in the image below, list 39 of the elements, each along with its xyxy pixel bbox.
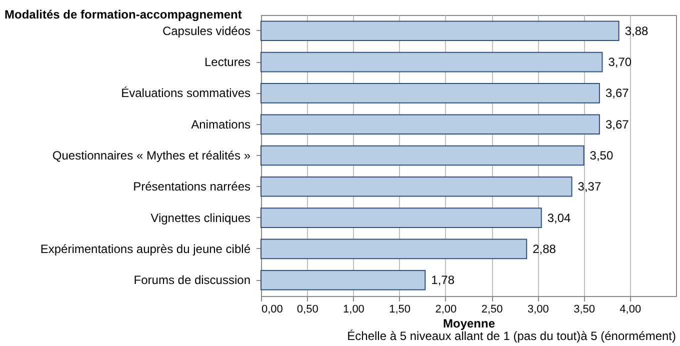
data-label: 3,50 [590, 148, 614, 162]
x-axis-title: Moyenne [442, 316, 496, 330]
bar [260, 176, 572, 197]
x-tick-label: 2,00 [435, 304, 457, 316]
y-tick-label: Présentations narrées [133, 180, 250, 194]
y-tick-label: Forums de discussion [134, 273, 250, 288]
x-tick-label: 2,50 [481, 304, 503, 316]
x-tick-label: 0,50 [296, 304, 318, 316]
data-label: 3,37 [578, 180, 602, 194]
y-tick-label: Animations [191, 117, 250, 132]
data-label: 3,70 [608, 55, 632, 70]
bar [260, 208, 542, 228]
data-label: 3,67 [605, 86, 630, 100]
y-axis-title: Modalités de formation-accompagnement [4, 8, 242, 22]
y-tick-label: Évaluations sommatives [121, 86, 250, 100]
x-tick-label: 1,50 [389, 304, 411, 316]
data-label: 3,04 [547, 210, 572, 225]
text: Échelle à 5 niveaux allant de 1 (pas du tout)à 5 (énormément) [347, 329, 676, 343]
y-tick-label: Lectures [204, 55, 250, 70]
y-tick-label: Capsules vidéos [162, 24, 250, 38]
data-label: 1,78 [431, 273, 455, 288]
x-tick-label: 3,00 [527, 304, 549, 316]
bar [260, 238, 528, 260]
y-tick-label: Questionnaires « Mythes et réalités » [52, 148, 251, 162]
data-label: 3,88 [624, 24, 649, 38]
bar [260, 145, 584, 166]
x-tick-label: 4,00 [620, 304, 642, 316]
bar [260, 52, 603, 72]
data-label: 3,67 [605, 117, 630, 132]
bar [260, 83, 600, 104]
x-tick-label: 0,00 [262, 304, 283, 316]
y-tick-label: Vignettes cliniques [150, 210, 250, 225]
x-tick-label: 1,00 [343, 304, 364, 316]
x-tick-label: 3,50 [574, 304, 595, 316]
bar [260, 20, 620, 42]
y-tick-label: Expérimentations auprès du jeune ciblé [40, 242, 251, 256]
bar [260, 270, 426, 290]
data-label: 2,88 [532, 242, 556, 256]
bar [260, 114, 600, 135]
